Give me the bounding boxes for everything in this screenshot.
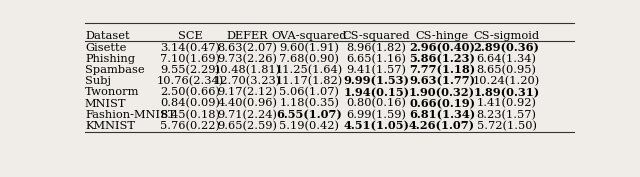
Text: 5.76(0.22): 5.76(0.22) [161, 121, 220, 131]
Text: 5.86(1.23): 5.86(1.23) [409, 53, 475, 64]
Text: Phishing: Phishing [85, 54, 135, 64]
Text: 10.48(1.81): 10.48(1.81) [214, 65, 281, 75]
Text: 1.94(0.15): 1.94(0.15) [343, 87, 410, 98]
Text: 6.65(1.16): 6.65(1.16) [346, 54, 406, 64]
Text: 9.41(1.57): 9.41(1.57) [346, 65, 406, 75]
Text: 6.55(1.07): 6.55(1.07) [276, 109, 342, 120]
Text: 5.06(1.07): 5.06(1.07) [280, 87, 339, 98]
Text: 0.80(0.16): 0.80(0.16) [346, 98, 406, 109]
Text: 1.90(0.32): 1.90(0.32) [409, 87, 475, 98]
Text: 10.76(2.34): 10.76(2.34) [157, 76, 224, 86]
Text: SCE: SCE [178, 31, 203, 41]
Text: 0.66(0.19): 0.66(0.19) [409, 98, 475, 109]
Text: 9.99(1.53): 9.99(1.53) [344, 76, 410, 87]
Text: 8.65(0.95): 8.65(0.95) [477, 65, 536, 75]
Text: Subj: Subj [85, 76, 111, 86]
Text: 8.23(1.57): 8.23(1.57) [477, 110, 536, 120]
Text: 6.99(1.59): 6.99(1.59) [346, 110, 406, 120]
Text: 4.51(1.05): 4.51(1.05) [344, 120, 410, 132]
Text: KMNIST: KMNIST [85, 121, 135, 131]
Text: 2.50(0.66): 2.50(0.66) [161, 87, 220, 98]
Text: 6.64(1.34): 6.64(1.34) [477, 54, 536, 64]
Text: Gisette: Gisette [85, 43, 126, 53]
Text: CS-squared: CS-squared [342, 31, 410, 41]
Text: 7.68(0.90): 7.68(0.90) [280, 54, 339, 64]
Text: MNIST: MNIST [85, 99, 127, 109]
Text: 4.26(1.07): 4.26(1.07) [409, 120, 475, 132]
Text: 12.70(3.23): 12.70(3.23) [214, 76, 281, 86]
Text: Dataset: Dataset [85, 31, 129, 41]
Text: 9.65(2.59): 9.65(2.59) [218, 121, 277, 131]
Text: Spambase: Spambase [85, 65, 145, 75]
Text: 1.18(0.35): 1.18(0.35) [280, 98, 339, 109]
Text: CS-hinge: CS-hinge [415, 31, 468, 41]
Text: 11.17(1.82): 11.17(1.82) [276, 76, 343, 86]
Text: 9.17(2.12): 9.17(2.12) [218, 87, 277, 98]
Text: 10.24(1.20): 10.24(1.20) [473, 76, 540, 86]
Text: 2.89(0.36): 2.89(0.36) [474, 42, 540, 53]
Text: DEFER: DEFER [227, 31, 268, 41]
Text: Twonorm: Twonorm [85, 87, 140, 97]
Text: 1.89(0.31): 1.89(0.31) [474, 87, 540, 98]
Text: 6.81(1.34): 6.81(1.34) [409, 109, 476, 120]
Text: 9.73(2.26): 9.73(2.26) [218, 54, 277, 64]
Text: 9.60(1.91): 9.60(1.91) [280, 42, 339, 53]
Text: 4.40(0.96): 4.40(0.96) [218, 98, 277, 109]
Text: 7.10(1.69): 7.10(1.69) [161, 54, 220, 64]
Text: 5.19(0.42): 5.19(0.42) [280, 121, 339, 131]
Text: 8.96(1.82): 8.96(1.82) [346, 42, 406, 53]
Text: 8.45(0.18): 8.45(0.18) [161, 110, 220, 120]
Text: CS-sigmoid: CS-sigmoid [474, 31, 540, 41]
Text: 11.25(1.64): 11.25(1.64) [276, 65, 343, 75]
Text: 9.71(2.24): 9.71(2.24) [218, 110, 277, 120]
Text: 9.55(2.29): 9.55(2.29) [161, 65, 220, 75]
Text: 9.63(1.77): 9.63(1.77) [409, 76, 475, 87]
Text: 8.63(2.07): 8.63(2.07) [218, 42, 277, 53]
Text: 1.41(0.92): 1.41(0.92) [477, 98, 536, 109]
Text: Fashion-MNIST: Fashion-MNIST [85, 110, 175, 120]
Text: 7.77(1.18): 7.77(1.18) [409, 65, 476, 76]
Text: 2.96(0.40): 2.96(0.40) [409, 42, 475, 53]
Text: OVA-squared: OVA-squared [271, 31, 347, 41]
Text: 0.84(0.09): 0.84(0.09) [161, 98, 220, 109]
Text: 3.14(0.47): 3.14(0.47) [161, 42, 220, 53]
Text: 5.72(1.50): 5.72(1.50) [477, 121, 536, 131]
